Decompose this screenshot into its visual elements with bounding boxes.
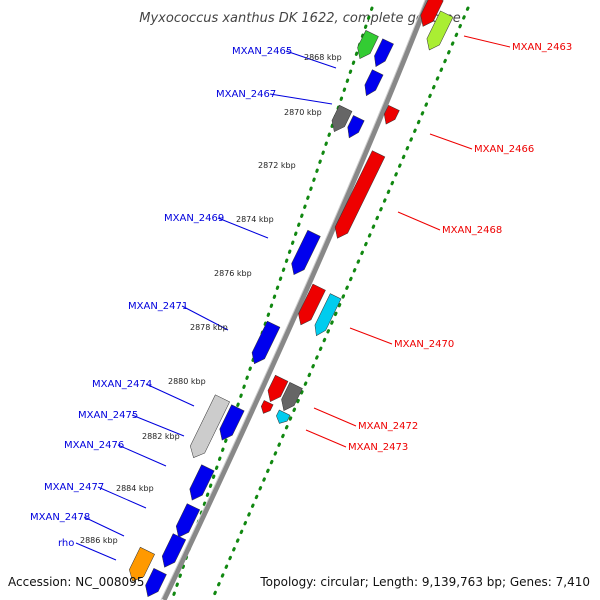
gene-mxan-2470r — [298, 283, 326, 326]
label-mxan-2474: MXAN_2474 — [92, 379, 152, 390]
leader-rho — [75, 542, 117, 561]
leader-mxan-2467 — [269, 93, 333, 105]
gene-mxan-2463 — [420, 0, 444, 27]
gene-last — [145, 568, 167, 597]
label-mxan-2463: MXAN_2463 — [512, 42, 572, 53]
label-mxan-2478: MXAN_2478 — [30, 512, 90, 523]
leader-mxan-2466 — [429, 133, 473, 150]
label-leader-lines — [75, 35, 511, 561]
gene-mxan-2466 — [364, 69, 384, 97]
gene-mxan-2478 — [161, 533, 187, 568]
kbp-label-2876: 2876 kbp — [214, 269, 252, 278]
leader-mxan-2469 — [217, 217, 269, 239]
leader-mxan-2470 — [349, 327, 393, 345]
leader-mxan-2473 — [305, 429, 347, 448]
leader-mxan-2477 — [97, 486, 147, 509]
leader-mxan-2465 — [285, 50, 337, 69]
label-mxan-2468: MXAN_2468 — [442, 225, 502, 236]
label-mxan-2465: MXAN_2465 — [232, 46, 292, 57]
outer-tick-track — [210, 6, 470, 600]
gene-mxan-2465b — [374, 38, 394, 67]
label-mxan-2469: MXAN_2469 — [164, 213, 224, 224]
position-labels: 2868 kbp 2870 kbp 2872 kbp 2874 kbp 2876 kbp… — [80, 53, 342, 545]
topology-text: Topology: circular; Length: 9,139,763 bp… — [259, 575, 590, 589]
gene-mxan-2467g — [331, 104, 353, 133]
leader-mxan-2472 — [313, 407, 357, 427]
kbp-label-2886: 2886 kbp — [80, 536, 118, 545]
leader-mxan-2475 — [131, 414, 185, 437]
gene-mxan-2475 — [219, 404, 245, 441]
accession-text: Accession: NC_008095 — [8, 575, 144, 589]
label-mxan-2466: MXAN_2466 — [474, 144, 534, 155]
leader-mxan-2474 — [145, 383, 195, 407]
gene-mxan-2473 — [276, 409, 291, 424]
gene-mxan-2465 — [357, 30, 379, 59]
kbp-label-2880: 2880 kbp — [168, 377, 206, 386]
gene-mxan-2472r — [267, 374, 289, 403]
gene-mxan-2467 — [347, 115, 365, 139]
kbp-label-2872: 2872 kbp — [258, 161, 296, 170]
gene-mxan-2464 — [426, 10, 454, 51]
label-mxan-2470: MXAN_2470 — [394, 339, 454, 350]
leader-mxan-2478 — [83, 516, 125, 537]
leader-mxan-2468 — [397, 211, 441, 231]
backbone-arc — [161, 0, 431, 600]
gene-rho — [129, 546, 155, 582]
gene-mxan-2477 — [175, 503, 201, 538]
label-mxan-2476: MXAN_2476 — [64, 440, 124, 451]
leader-mxan-2463 — [463, 35, 511, 48]
label-mxan-2477: MXAN_2477 — [44, 482, 104, 493]
gene-labels: MXAN_2465 MXAN_2467 MXAN_2469 MXAN_2471 MXAN… — [30, 42, 572, 549]
gene-mxan-2472g — [281, 382, 303, 411]
gene-mxan-2471 — [251, 320, 281, 365]
label-mxan-2472: MXAN_2472 — [358, 421, 418, 432]
gene-mxan-2474 — [190, 394, 230, 458]
gene-mxan-2468 — [334, 150, 386, 239]
kbp-label-2870: 2870 kbp — [284, 108, 322, 117]
kbp-label-2884: 2884 kbp — [116, 484, 154, 493]
kbp-label-2868: 2868 kbp — [304, 53, 342, 62]
label-mxan-2473: MXAN_2473 — [348, 442, 408, 453]
genome-backbone — [160, 0, 431, 600]
kbp-label-2874: 2874 kbp — [236, 215, 274, 224]
leader-mxan-2476 — [117, 444, 167, 467]
leader-mxan-2471 — [181, 305, 229, 331]
gene-mxan-2472s — [260, 400, 274, 414]
label-mxan-2475: MXAN_2475 — [78, 410, 138, 421]
backbone-highlight — [160, 0, 426, 600]
label-mxan-2467: MXAN_2467 — [216, 89, 276, 100]
gene-mxan-2466r — [383, 104, 400, 125]
kbp-label-2882: 2882 kbp — [142, 432, 180, 441]
gene-mxan-2469 — [291, 229, 321, 276]
gene-features — [129, 0, 454, 597]
gene-mxan-2476 — [189, 464, 215, 501]
kbp-label-2878: 2878 kbp — [190, 323, 228, 332]
label-rho: rho — [58, 538, 74, 549]
map-title: Myxococcus xanthus DK 1622, complete gen… — [139, 11, 460, 26]
label-mxan-2471: MXAN_2471 — [128, 301, 188, 312]
gene-mxan-2470c — [314, 293, 342, 337]
